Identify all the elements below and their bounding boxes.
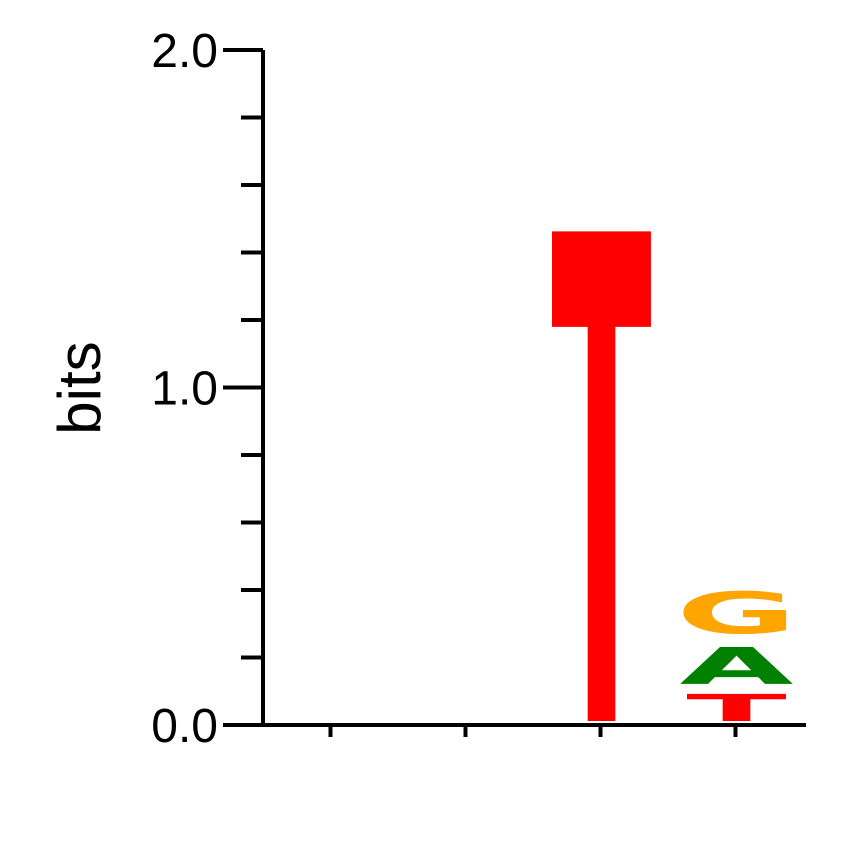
glyph-T-position-3: T: [551, 98, 652, 842]
glyph-G-position-4: G: [676, 580, 797, 647]
y-tick-label: 0.0: [151, 700, 218, 753]
glyph-T-position-4: T: [686, 687, 786, 730]
y-axis-tick-labels: 0.0 1.0 2.0: [151, 25, 218, 753]
y-axis-ticks: [223, 48, 263, 727]
glyph-A-position-4: A: [680, 637, 794, 696]
y-axis-label: bits: [46, 341, 113, 434]
logo-glyphs: T TAG: [551, 98, 797, 842]
y-tick-label: 1.0: [151, 363, 218, 416]
y-tick-label: 2.0: [151, 25, 218, 78]
